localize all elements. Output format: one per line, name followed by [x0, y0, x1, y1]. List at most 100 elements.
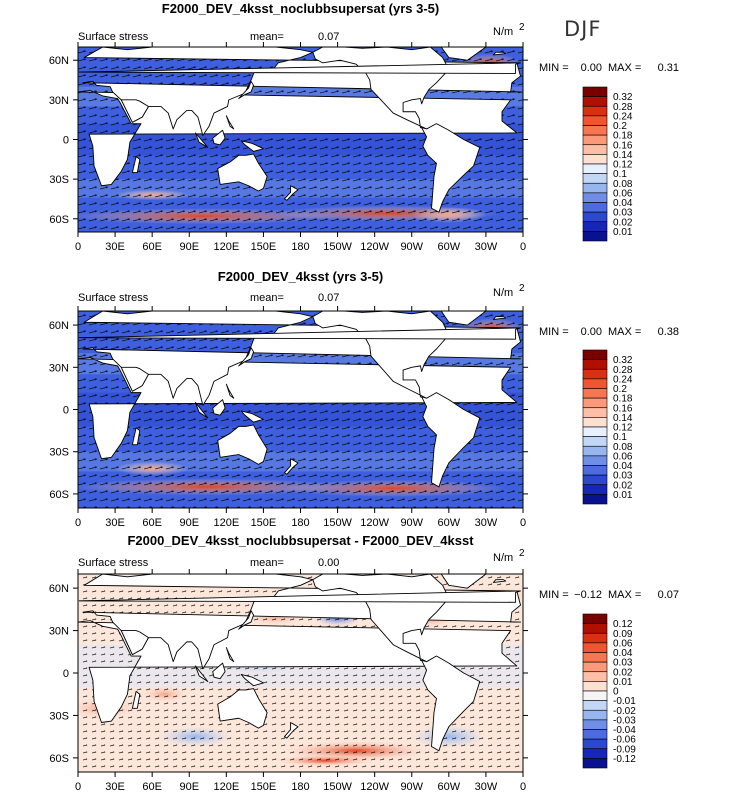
colorbar-label: 0.28 — [613, 365, 633, 376]
land-masses — [78, 311, 521, 488]
panel-title: F2000_DEV_4ksst_noclubbsupersat (yrs 3-5… — [162, 1, 439, 16]
min-label: MIN = — [539, 589, 569, 601]
x-tick-label: 0 — [75, 517, 81, 529]
max-value: 0.38 — [658, 326, 679, 338]
continent-outline — [120, 366, 149, 392]
panel-1-field — [78, 47, 523, 232]
colorbar-label: 0.24 — [613, 111, 633, 122]
colorbar-swatch — [582, 202, 608, 213]
x-tick-label: 60W — [438, 517, 461, 529]
max-value: 0.07 — [658, 589, 679, 601]
colorbar-swatch — [582, 494, 608, 505]
colorbar-swatch — [582, 134, 608, 146]
min-label: MIN = — [539, 326, 569, 338]
colorbar-swatch — [582, 163, 608, 174]
y-tick-label: 60N — [49, 320, 69, 332]
continent-outline — [194, 132, 209, 148]
x-tick-label: 30W — [475, 517, 498, 529]
x-tick-label: 30W — [475, 241, 498, 253]
y-tick-label: 30S — [49, 447, 69, 459]
colorbar-label: 0.03 — [613, 208, 633, 219]
y-tick-label: 30N — [49, 95, 69, 107]
colorbar-swatch — [582, 426, 608, 437]
continent-outline — [217, 688, 268, 729]
colorbar-swatch — [582, 359, 608, 370]
units-label: N/m — [493, 552, 513, 564]
land-masses — [78, 574, 521, 752]
max-label: MAX = — [608, 326, 641, 338]
continent-outline — [131, 427, 141, 446]
x-tick-label: 120E — [213, 781, 239, 793]
continent-outline — [421, 392, 481, 488]
colorbar-label: 0.02 — [613, 480, 633, 491]
min-label: MIN = — [539, 62, 569, 74]
continent-outline — [238, 347, 254, 367]
colorbar-label: 0.1 — [613, 169, 627, 180]
colorbar-swatch — [582, 231, 608, 242]
x-tick-label: 150W — [323, 517, 352, 529]
x-tick-label: 0 — [520, 241, 526, 253]
x-tick-label: 60E — [142, 241, 162, 253]
units-label: N/m — [493, 287, 513, 299]
continent-outline — [212, 129, 226, 146]
x-tick-label: 30E — [105, 517, 125, 529]
mean-label: mean= — [250, 292, 284, 304]
continent-outline — [283, 458, 299, 475]
x-tick-label: 120E — [213, 517, 239, 529]
mean-value: 0.07 — [318, 31, 339, 43]
colorbar-label: 0.28 — [613, 102, 633, 113]
colorbar-label: 0.09 — [613, 629, 633, 640]
panel-3: 0 30E 60E 90E 120E 150E 180 150W 120W 90W 60W 30W 0 6… — [49, 533, 679, 793]
x-tick-label: 120W — [360, 517, 389, 529]
continent-outline — [120, 99, 149, 123]
colorbar-swatch — [582, 623, 608, 634]
continent-outline — [225, 115, 235, 130]
max-value: 0.31 — [658, 62, 679, 74]
continent-outline — [131, 156, 141, 173]
colorbar-label: 0.14 — [613, 150, 633, 161]
colorbar-label: 0.18 — [613, 394, 633, 405]
colorbar-label: -0.09 — [613, 744, 636, 755]
colorbar-swatch — [582, 632, 608, 644]
x-tick-label: 90W — [400, 241, 423, 253]
panel-title: F2000_DEV_4ksst_noclubbsupersat - F2000_… — [127, 533, 474, 548]
y-tick-label: 60S — [49, 214, 69, 226]
min-value: 0.00 — [581, 62, 602, 74]
colorbar-swatch — [582, 642, 608, 653]
continent-outline — [440, 574, 487, 589]
colorbar-label: 0 — [613, 687, 619, 698]
continent-outline — [225, 647, 235, 663]
colorbar-swatch — [582, 719, 608, 730]
panels-layer: 0 30E 60E 90E 120E 150E 180 150W 120W 90W 60W 30W 0 6… — [49, 1, 679, 793]
x-tick-label: 60E — [142, 517, 162, 529]
min-value: 0.00 — [581, 326, 602, 338]
continent-outline — [238, 80, 254, 99]
colorbar-swatch — [582, 368, 608, 380]
colorbar-swatch — [582, 436, 608, 447]
colorbar-label: 0.04 — [613, 461, 633, 472]
colorbar-label: 0.32 — [613, 92, 633, 103]
x-tick-label: 150E — [251, 241, 277, 253]
colorbar-swatch — [582, 125, 608, 136]
continent-outline — [440, 311, 487, 326]
colorbar-swatch — [582, 738, 608, 750]
continent-outline — [492, 51, 507, 56]
colorbar-swatch — [582, 484, 608, 495]
x-tick-label: 150W — [323, 781, 352, 793]
continent-outline — [240, 673, 264, 687]
y-tick-label: 30N — [49, 362, 69, 374]
colorbar-swatch — [582, 211, 608, 223]
colorbar-swatch — [582, 455, 608, 466]
continent-outline — [492, 579, 507, 583]
colorbar-swatch — [582, 474, 608, 486]
x-tick-label: 180 — [291, 781, 309, 793]
units-superscript: 2 — [519, 548, 525, 559]
x-tick-label: 0 — [520, 517, 526, 529]
y-tick-label: 30S — [49, 174, 69, 186]
colorbar-label: 0.12 — [613, 619, 633, 630]
y-tick-label: 0 — [63, 405, 69, 417]
colorbar-label: 0.01 — [613, 227, 633, 238]
panel-1: 0 30E 60E 90E 120E 150E 180 150W 120W 90W 60W 30W 0 6… — [49, 1, 679, 253]
colorbar-swatch — [582, 417, 608, 428]
